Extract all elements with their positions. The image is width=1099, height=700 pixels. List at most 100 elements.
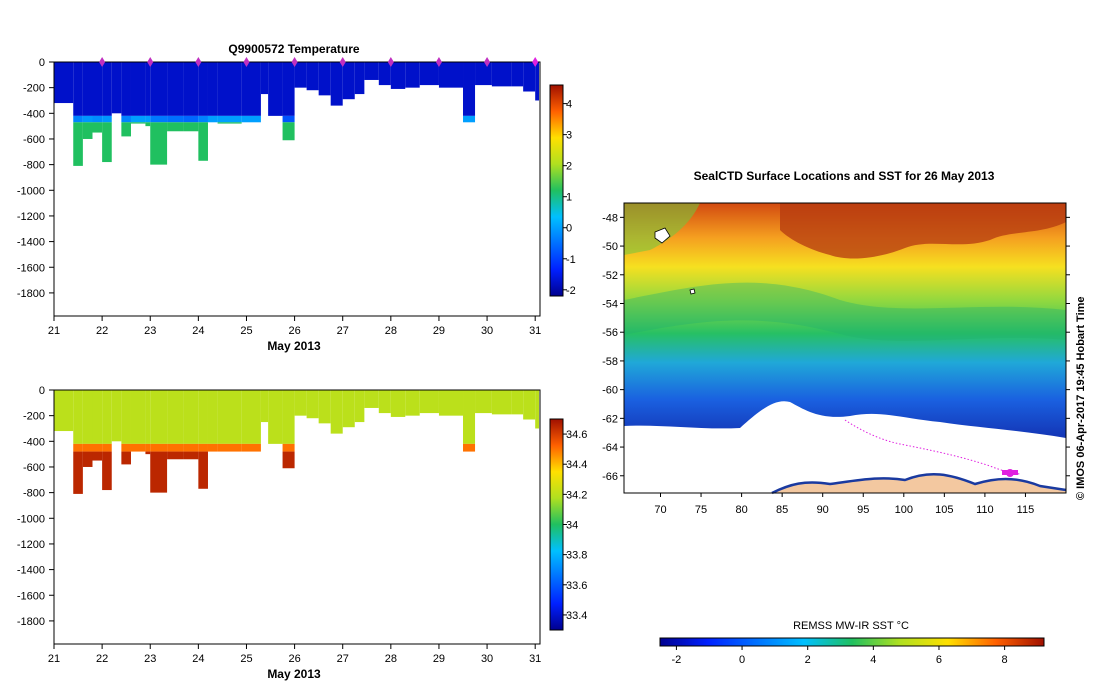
- salinity-cell-surface: [438, 390, 464, 416]
- profile-markers: [99, 57, 539, 67]
- temperature-cell-transition: [217, 115, 242, 123]
- temperature-cell-surface: [198, 62, 208, 116]
- profile-marker: [387, 57, 394, 67]
- y-tick-label: -1600: [17, 590, 45, 602]
- temperature-colorbar-ticks: 4 3 2 1 0 -1 -2: [563, 99, 576, 297]
- salinity-cell-surface: [475, 390, 492, 414]
- salinity-cell-transition: [102, 443, 112, 452]
- sst-colorbar: [659, 637, 1045, 647]
- profile-marker: [435, 57, 442, 67]
- temperature-cell-transition: [282, 115, 295, 123]
- y-tick-label: -600: [23, 134, 45, 146]
- sst-colorbar-tick-label: 2: [805, 654, 811, 666]
- temperature-cell-surface: [419, 62, 439, 86]
- temperature-cell-transition: [92, 115, 103, 123]
- salinity-cell-surface: [198, 390, 208, 444]
- x-tick-label: 26: [288, 325, 300, 337]
- temperature-cell-surface: [111, 62, 122, 114]
- colorbar-tick-label: 34: [566, 520, 578, 532]
- x-tick-label: 29: [433, 653, 445, 665]
- salinity-x-label: May 2013: [267, 667, 321, 681]
- profile-marker: [484, 57, 491, 67]
- temperature-cell-deep: [183, 122, 199, 132]
- salinity-cell-surface: [207, 390, 218, 444]
- temperature-cell-surface: [121, 62, 131, 116]
- temperature-cell-surface: [145, 62, 151, 116]
- lon-tick-label: 95: [857, 504, 869, 516]
- temperature-cell-surface: [183, 62, 199, 116]
- profile-marker: [99, 57, 106, 67]
- salinity-cell-surface: [419, 390, 439, 414]
- temperature-cell-surface: [282, 62, 295, 116]
- sst-colorbar-tick-label: 4: [870, 654, 876, 666]
- temperature-x-label: May 2013: [267, 339, 321, 353]
- salinity-cell-transition: [217, 443, 242, 452]
- salinity-cell-transition: [167, 443, 184, 452]
- salinity-cell-surface: [167, 390, 184, 444]
- lon-tick-label: 100: [895, 504, 913, 516]
- x-tick-label: 27: [337, 653, 349, 665]
- lon-tick-label: 105: [935, 504, 953, 516]
- temperature-cell-surface: [268, 62, 283, 116]
- y-tick-label: -1200: [17, 539, 45, 551]
- temperature-cell-surface: [364, 62, 379, 80]
- temperature-cell-deep: [121, 122, 131, 137]
- salinity-cell-surface: [491, 390, 512, 415]
- x-tick-label: 31: [529, 325, 541, 337]
- lon-tick-label: 80: [735, 504, 747, 516]
- colorbar-tick-label: -1: [566, 254, 576, 266]
- y-tick-label: -800: [23, 160, 45, 172]
- salinity-cell-transition: [145, 443, 151, 452]
- temperature-cell-deep: [82, 122, 93, 139]
- colorbar-tick-label: -2: [566, 285, 576, 297]
- salinity-cell-surface: [282, 390, 295, 444]
- y-tick-label: -1400: [17, 565, 45, 577]
- salinity-cell-transition: [198, 443, 208, 452]
- temperature-cell-surface: [92, 62, 103, 116]
- salinity-cell-surface: [92, 390, 103, 444]
- salinity-cell-surface: [294, 390, 307, 416]
- salinity-plot-frame: [53, 389, 541, 645]
- imos-credit-label: © IMOS 06-Apr-2017 19:45 Hobart Time: [1075, 296, 1087, 500]
- temperature-cell-surface: [535, 62, 540, 101]
- salinity-cell-surface: [364, 390, 379, 408]
- x-tick-label: 23: [144, 653, 156, 665]
- profile-marker: [195, 57, 202, 67]
- salinity-cell-transition: [121, 443, 131, 452]
- temperature-cell-transition: [73, 115, 83, 123]
- salinity-cell-surface: [241, 390, 261, 444]
- temperature-cell-deep: [198, 122, 208, 161]
- temperature-cell-deep: [130, 122, 146, 124]
- temperature-cell-surface: [463, 62, 476, 116]
- lon-tick-label: 110: [976, 504, 994, 516]
- lat-tick-label: -52: [602, 270, 618, 282]
- salinity-cell-transition: [241, 443, 261, 452]
- lat-tick-label: -62: [602, 413, 618, 425]
- x-tick-label: 28: [385, 653, 397, 665]
- salinity-cell-surface: [342, 390, 355, 428]
- latitude-axis: -48 -50 -52 -54 -56 -58 -60 -62 -64 -66: [602, 212, 1070, 483]
- salinity-cell-surface: [260, 390, 269, 423]
- salinity-cell-transition: [150, 443, 168, 452]
- colorbar-tick-label: 34.6: [566, 429, 587, 441]
- coastline-sst: [771, 473, 1067, 495]
- salinity-cell-transition: [92, 443, 103, 452]
- temperature-cell-surface: [241, 62, 261, 116]
- x-tick-label: 25: [240, 653, 252, 665]
- salinity-cell-transition: [463, 443, 476, 452]
- salinity-y-axis: 0 -200 -400 -600 -800 -1000 -1200 -1400 -1600 -18…: [17, 385, 54, 628]
- salinity-cell-surface: [318, 390, 331, 424]
- sst-field: [624, 203, 1067, 495]
- colorbar-tick-label: 4: [566, 99, 572, 111]
- sst-colorbar-tick-label: 8: [1002, 654, 1008, 666]
- profile-marker: [339, 57, 346, 67]
- y-tick-label: -800: [23, 488, 45, 500]
- salinity-cell-transition: [207, 443, 218, 452]
- temperature-cell-surface: [167, 62, 184, 116]
- lat-tick-label: -64: [602, 442, 618, 454]
- salinity-cell-surface: [102, 390, 112, 444]
- lat-tick-label: -48: [602, 212, 618, 224]
- x-tick-label: 22: [96, 653, 108, 665]
- lon-tick-label: 90: [817, 504, 829, 516]
- temperature-cell-surface: [306, 62, 319, 91]
